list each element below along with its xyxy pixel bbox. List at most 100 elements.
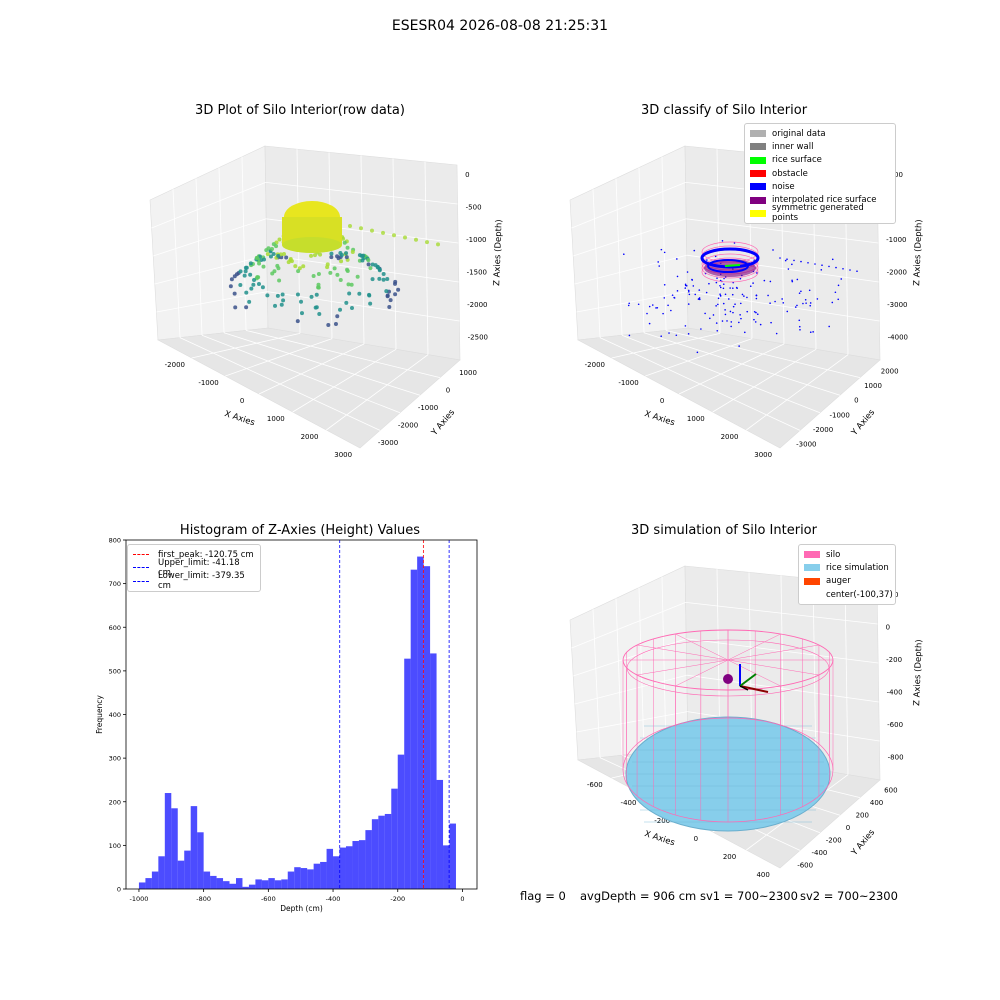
data-point (332, 266, 337, 271)
histogram-bar (197, 832, 204, 889)
z-tick-label: -2000 (467, 301, 487, 309)
noise-point (798, 319, 801, 322)
histogram-bar (326, 848, 334, 889)
z-tick-label: 0 (465, 171, 469, 179)
z-axis-label: Z Axies (Depth) (912, 639, 924, 706)
noise-point (670, 309, 672, 312)
y-tick-label: 600 (109, 624, 121, 632)
histogram-bar (171, 808, 178, 889)
data-point (385, 276, 390, 281)
histogram-bar (216, 878, 224, 889)
data-point (266, 246, 271, 251)
grid-line (638, 587, 645, 753)
z-tick-label: -200 (886, 656, 902, 664)
y-tick-label: -2000 (398, 422, 418, 430)
noise-point (734, 303, 736, 306)
z-tick-label: -600 (887, 721, 903, 729)
noise-point (676, 275, 679, 278)
histogram-bar (313, 863, 321, 889)
grid-line (326, 354, 429, 431)
noise-point (673, 296, 675, 299)
data-point (367, 293, 372, 298)
grid-line (151, 182, 266, 229)
data-point (260, 285, 265, 290)
axis-arrow-y (739, 673, 757, 687)
data-point (381, 277, 386, 282)
legend-label: auger (826, 576, 851, 587)
data-point (347, 291, 352, 296)
noise-point (739, 314, 741, 316)
classify-legend: original data inner wall rice surface obsta… (744, 123, 896, 225)
x-tick-label: -800 (196, 895, 211, 903)
noise-point (793, 259, 795, 262)
data-point (328, 270, 333, 275)
noise-point (651, 304, 654, 306)
data-point (335, 272, 340, 277)
data-point (280, 292, 285, 297)
noise-point (732, 287, 734, 289)
data-point (251, 282, 256, 287)
noise-point (676, 290, 679, 292)
noise-point (688, 291, 690, 293)
noise-point (691, 279, 694, 281)
simulation-plot-title: 3D simulation of Silo Interior (631, 523, 817, 538)
legend-swatch (750, 170, 766, 178)
data-point (311, 274, 316, 279)
data-point (326, 322, 331, 327)
noise-point (655, 307, 657, 309)
y-tick-label: 100 (109, 842, 121, 850)
x-axis-label: X Axies (223, 409, 256, 428)
data-point (270, 246, 275, 251)
data-point (257, 261, 262, 266)
histogram-legend: first_peak: -120.75 cm Upper_limit: -41.1… (127, 544, 261, 592)
noise-point (719, 294, 722, 297)
data-point (346, 282, 351, 287)
noise-point (628, 334, 631, 337)
noise-point (708, 282, 710, 285)
y-axis-label: Y Axies (849, 827, 877, 858)
noise-point (739, 302, 742, 305)
histogram-chart: -1000 -800 -600 -400 -200 0 0 100 200 300 400 500 60… (95, 537, 478, 913)
grid-line (218, 167, 225, 333)
noise-point (684, 287, 687, 289)
grid-line (599, 337, 801, 431)
histogram-bar (164, 793, 172, 889)
noise-point (648, 305, 651, 308)
histogram-bar (235, 878, 243, 889)
grid-line (678, 343, 785, 395)
y-tick-label: -3000 (796, 441, 816, 449)
noise-point (802, 302, 804, 305)
y-tick-label: 300 (109, 755, 121, 763)
histogram-bar (210, 875, 217, 889)
x-tick-label: 2000 (721, 433, 739, 441)
noise-point (637, 303, 640, 306)
legend-label: first_peak: -120.75 cm (158, 549, 254, 560)
data-point (316, 271, 321, 276)
data-point (381, 230, 385, 235)
noise-point (755, 294, 758, 297)
data-point (299, 299, 304, 304)
noise-point (663, 283, 666, 286)
noise-point (698, 289, 701, 291)
noise-point (693, 249, 696, 252)
y-tick-label: 600 (884, 786, 897, 794)
x-tick-label: -400 (621, 799, 637, 807)
noise-point (684, 283, 687, 286)
silo-ring (701, 257, 759, 279)
noise-point (755, 297, 758, 300)
noise-point (706, 259, 708, 261)
noise-point (787, 268, 790, 270)
data-point (296, 269, 301, 274)
noise-point (746, 310, 749, 313)
data-point (284, 255, 289, 260)
y-tick-label: 500 (109, 667, 121, 675)
grid-line (686, 218, 879, 244)
noise-point (715, 305, 717, 307)
histogram-bar (443, 845, 450, 889)
legend-label: silo (826, 549, 841, 560)
data-point (273, 303, 278, 308)
raw-3d-plot: -2000 -1000 0 1000 2000 3000 X Axies 1000 0 -1000… (149, 145, 505, 459)
noise-point (816, 298, 819, 300)
noise-point (800, 260, 802, 263)
